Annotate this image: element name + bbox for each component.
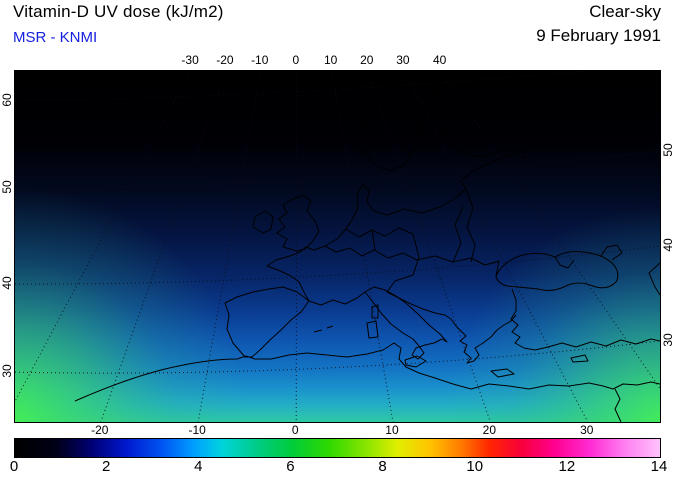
top-axis-tick-label: 0 <box>292 53 300 67</box>
left-axis-tick-label: 60 <box>0 93 14 107</box>
bottom-axis-tick-label: 0 <box>291 423 299 437</box>
right-axis-tick-label: 30 <box>661 333 675 347</box>
coastlines-and-borders <box>74 71 660 422</box>
left-axis-tick-label: 40 <box>0 276 14 290</box>
colorbar-tick-label: 6 <box>286 458 295 475</box>
top-axis-tick-label: -20 <box>216 53 234 67</box>
colorbar-tick-label: 14 <box>650 458 668 475</box>
date-label: 9 February 1991 <box>536 26 661 45</box>
bottom-axis-tick-label: -10 <box>188 423 206 437</box>
colorbar-tick-label: 4 <box>194 458 203 475</box>
top-axis-tick-label: 10 <box>324 53 338 67</box>
colorbar <box>14 438 661 458</box>
colorbar-gradient <box>15 439 660 457</box>
uv-dose-heatmap <box>15 71 660 422</box>
left-axis-tick-label: 30 <box>0 364 14 378</box>
bottom-axis-tick-label: 30 <box>580 423 594 437</box>
colorbar-tick-label: 2 <box>101 458 111 475</box>
page-title: Vitamin-D UV dose (kJ/m2) <box>13 2 224 21</box>
top-axis-tick-label: 40 <box>433 53 447 67</box>
colorbar-tick-label: 12 <box>558 458 576 475</box>
top-axis-tick-label: -30 <box>181 53 199 67</box>
right-axis-tick-label: 50 <box>661 143 675 157</box>
colorbar-tick-label: 0 <box>9 458 19 475</box>
colorbar-tick-label: 8 <box>378 458 387 475</box>
bottom-axis-tick-label: 10 <box>385 423 399 437</box>
bottom-axis-tick-label: -20 <box>91 423 109 437</box>
right-axis-tick-label: 40 <box>661 238 675 252</box>
top-axis-tick-label: -10 <box>251 53 269 67</box>
sky-condition-label: Clear-sky <box>589 2 661 21</box>
top-axis-tick-label: 20 <box>360 53 374 67</box>
bottom-axis-tick-label: 20 <box>482 423 497 437</box>
latlon-grid <box>15 71 660 422</box>
colorbar-tick-label: 10 <box>466 458 484 475</box>
left-axis-tick-label: 50 <box>0 180 14 194</box>
top-axis-tick-label: 30 <box>396 53 410 67</box>
data-source-label: MSR - KNMI <box>13 29 98 46</box>
map-plot-area <box>14 70 661 423</box>
